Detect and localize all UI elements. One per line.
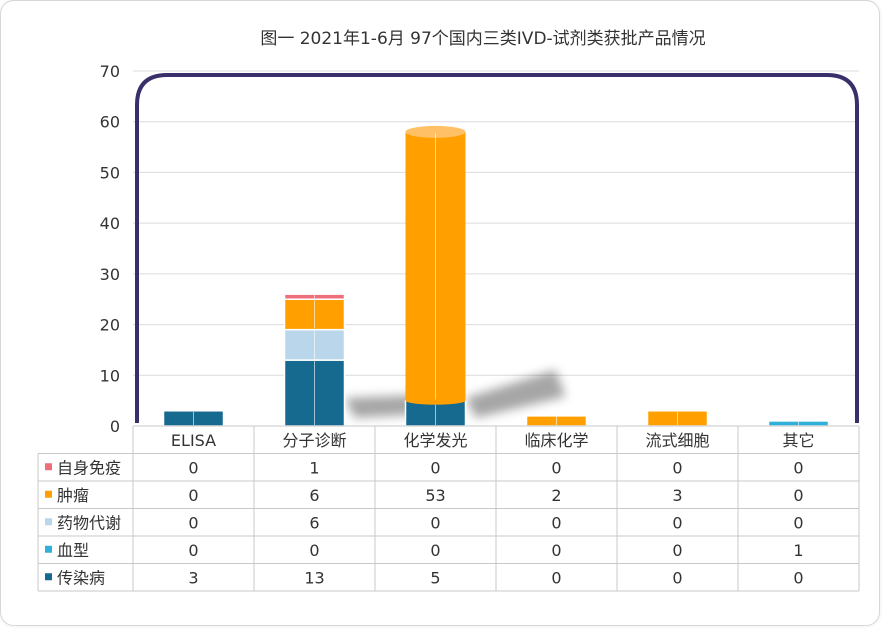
table-cell: 0 bbox=[188, 458, 198, 477]
table-cell: 6 bbox=[309, 513, 319, 532]
table-cell: 0 bbox=[551, 458, 561, 477]
plot-rounded-outline bbox=[135, 73, 859, 423]
table-cell: 0 bbox=[793, 513, 803, 532]
y-axis: 0 10 20 30 40 50 60 70 bbox=[100, 62, 120, 436]
table-cell: 0 bbox=[672, 458, 682, 477]
table-cell: 13 bbox=[304, 568, 324, 587]
legend-label: 药物代谢 bbox=[57, 513, 121, 532]
category-label: ELISA bbox=[171, 431, 216, 450]
table-cell: 0 bbox=[793, 486, 803, 505]
bar-cap bbox=[405, 125, 466, 138]
legend-label: 传染病 bbox=[57, 568, 105, 587]
table-cell: 0 bbox=[430, 458, 440, 477]
legend-label: 肿瘤 bbox=[57, 486, 89, 505]
category-label: 化学发光 bbox=[403, 431, 467, 450]
y-tick-label: 60 bbox=[100, 113, 120, 132]
y-tick-label: 70 bbox=[100, 62, 120, 81]
table-cell: 1 bbox=[793, 541, 803, 560]
table-cell: 0 bbox=[551, 568, 561, 587]
table-cell: 0 bbox=[430, 513, 440, 532]
table-cell: 0 bbox=[672, 513, 682, 532]
table-cell: 0 bbox=[793, 458, 803, 477]
y-tick-label: 20 bbox=[100, 316, 120, 335]
table-cell: 1 bbox=[309, 458, 319, 477]
table-cell: 3 bbox=[672, 486, 682, 505]
legend-swatch bbox=[45, 463, 52, 471]
gridlines bbox=[133, 70, 859, 427]
table-cell: 0 bbox=[188, 486, 198, 505]
table-cell: 0 bbox=[551, 513, 561, 532]
table-cell: 0 bbox=[672, 568, 682, 587]
legend-label: 自身免疫 bbox=[57, 458, 121, 477]
y-tick-label: 30 bbox=[100, 265, 120, 284]
legend-swatch bbox=[45, 490, 52, 498]
table-cell: 2 bbox=[551, 486, 561, 505]
category-label: 临床化学 bbox=[524, 431, 588, 450]
bar-base bbox=[405, 396, 466, 405]
category-label: 分子诊断 bbox=[282, 431, 346, 450]
table-cell: 0 bbox=[551, 541, 561, 560]
table-cell: 0 bbox=[188, 541, 198, 560]
category-label: 流式细胞 bbox=[645, 431, 709, 450]
table-cell: 3 bbox=[188, 568, 198, 587]
y-tick-label: 50 bbox=[100, 163, 120, 182]
y-tick-label: 10 bbox=[100, 366, 120, 385]
table-cell: 5 bbox=[430, 568, 440, 587]
table-cell: 0 bbox=[309, 541, 319, 560]
table-cell: 0 bbox=[188, 513, 198, 532]
y-tick-label: 0 bbox=[110, 417, 120, 436]
y-tick-label: 40 bbox=[100, 214, 120, 233]
bar-shadow bbox=[465, 369, 566, 418]
category-label: 其它 bbox=[782, 431, 814, 450]
chart-title: 图一 2021年1-6月 97个国内三类IVD-试剂类获批产品情况 bbox=[260, 29, 705, 49]
table-cell: 53 bbox=[425, 486, 445, 505]
table-cell: 6 bbox=[309, 486, 319, 505]
bars bbox=[162, 125, 830, 427]
legend-label: 血型 bbox=[57, 541, 89, 560]
table-cell: 0 bbox=[430, 541, 440, 560]
legend-swatch bbox=[45, 518, 52, 526]
table-cell: 0 bbox=[672, 541, 682, 560]
table-cell: 0 bbox=[793, 568, 803, 587]
legend-swatch bbox=[45, 545, 52, 553]
legend-swatch bbox=[45, 573, 52, 581]
